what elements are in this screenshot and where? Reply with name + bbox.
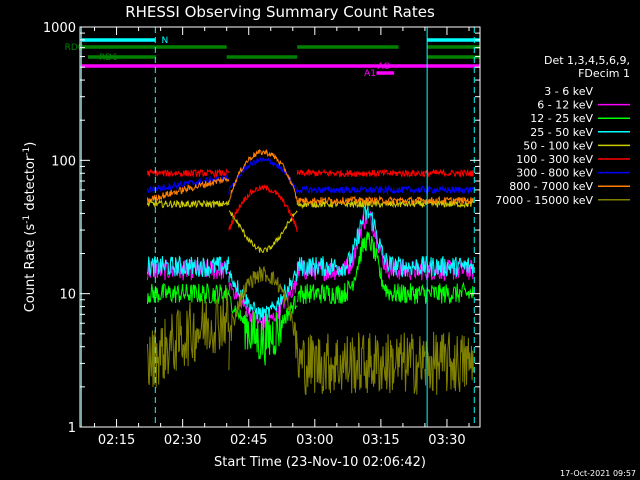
- y-axis-label-sup2: -1: [22, 147, 32, 156]
- series-line-5: [228, 184, 298, 233]
- legend-label-7: 800 - 7000 keV: [509, 180, 593, 193]
- legend-label-6: 300 - 800 keV: [516, 167, 593, 180]
- y-axis-label: Count Rate (s-1 detector-1): [22, 142, 38, 313]
- series-lines: [146, 148, 474, 404]
- legend-label-3: 25 - 50 keV: [530, 126, 593, 139]
- series-line-5: [296, 168, 426, 178]
- plot-frame: [79, 26, 481, 428]
- y-axis-label-sup1: -1: [22, 215, 32, 224]
- series-line-6: [424, 185, 474, 195]
- series-line-1: [296, 210, 426, 282]
- series-line-2: [146, 282, 230, 305]
- axes: 02:15 02:30 02:45 03:00 03:15 03:30 1 10 100 1000: [43, 21, 480, 448]
- series-line-4: [424, 200, 474, 209]
- legend-header-1: Det 1,3,4,5,6,9,: [544, 54, 630, 67]
- x-tick-label: 02:30: [164, 433, 201, 448]
- series-line-8: [296, 332, 426, 396]
- y-tick-label: 1: [68, 421, 76, 436]
- series-line-3: [424, 255, 474, 277]
- chart-title: RHESSI Observing Summary Count Rates: [125, 3, 435, 21]
- series-line-4: [228, 210, 298, 254]
- series-line-8: [146, 288, 230, 388]
- x-tick-label: 03:00: [296, 433, 333, 448]
- flag-label-rd0: RD0: [65, 43, 84, 53]
- series-line-6: [146, 174, 229, 193]
- series-line-4: [146, 199, 230, 209]
- series-line-4: [296, 198, 426, 210]
- legend-label-1: 6 - 12 keV: [537, 99, 593, 112]
- legend-label-2: 12 - 25 keV: [530, 112, 593, 125]
- series-line-7: [424, 195, 474, 206]
- series-line-2: [228, 293, 298, 366]
- y-axis-label-main: Count Rate (s: [23, 224, 38, 313]
- series-line-0: [228, 323, 298, 404]
- y-tick-label: 10: [59, 288, 76, 303]
- series-line-5: [146, 168, 230, 179]
- series-line-3: [146, 255, 230, 277]
- vertical-markers: [80, 27, 475, 427]
- series-line-8: [228, 265, 298, 371]
- series-line-3: [296, 205, 426, 278]
- x-tick-label: 02:15: [98, 433, 135, 448]
- series-line-6: [296, 184, 426, 196]
- x-tick-label: 02:45: [230, 433, 267, 448]
- x-axis-label: Start Time (23-Nov-10 02:06:42): [214, 455, 426, 470]
- series-line-8: [424, 331, 474, 395]
- series-line-7: [296, 195, 426, 206]
- flag-label-rd6: RD6: [99, 53, 118, 63]
- series-line-6: [228, 157, 298, 195]
- flag-label-a1: A1: [364, 69, 376, 79]
- y-axis-label-mid: detector: [23, 155, 38, 215]
- x-tick-label: 03:30: [428, 433, 465, 448]
- flag-label-ao: AO: [377, 62, 390, 72]
- legend-label-4: 50 - 100 keV: [523, 139, 593, 152]
- series-line-7: [146, 176, 230, 204]
- series-line-5: [424, 168, 474, 178]
- legend-label-0: 3 - 6 keV: [544, 85, 593, 98]
- series-line-7: [228, 148, 298, 203]
- series-line-1: [424, 259, 474, 282]
- y-axis-label-end: ): [23, 142, 38, 147]
- series-line-2: [296, 231, 426, 305]
- y-tick-label: 100: [51, 154, 76, 169]
- flag-label-n: N: [161, 36, 168, 46]
- y-tick-label: 1000: [43, 21, 76, 36]
- legend-header-2: FDecim 1: [578, 67, 630, 80]
- footer-timestamp: 17-Oct-2021 09:57: [560, 469, 636, 478]
- series-line-2: [424, 281, 474, 304]
- legend-label-5: 100 - 300 keV: [516, 153, 593, 166]
- legend-label-8: 7000 - 15000 keV: [495, 194, 593, 207]
- x-tick-label: 03:15: [362, 433, 399, 448]
